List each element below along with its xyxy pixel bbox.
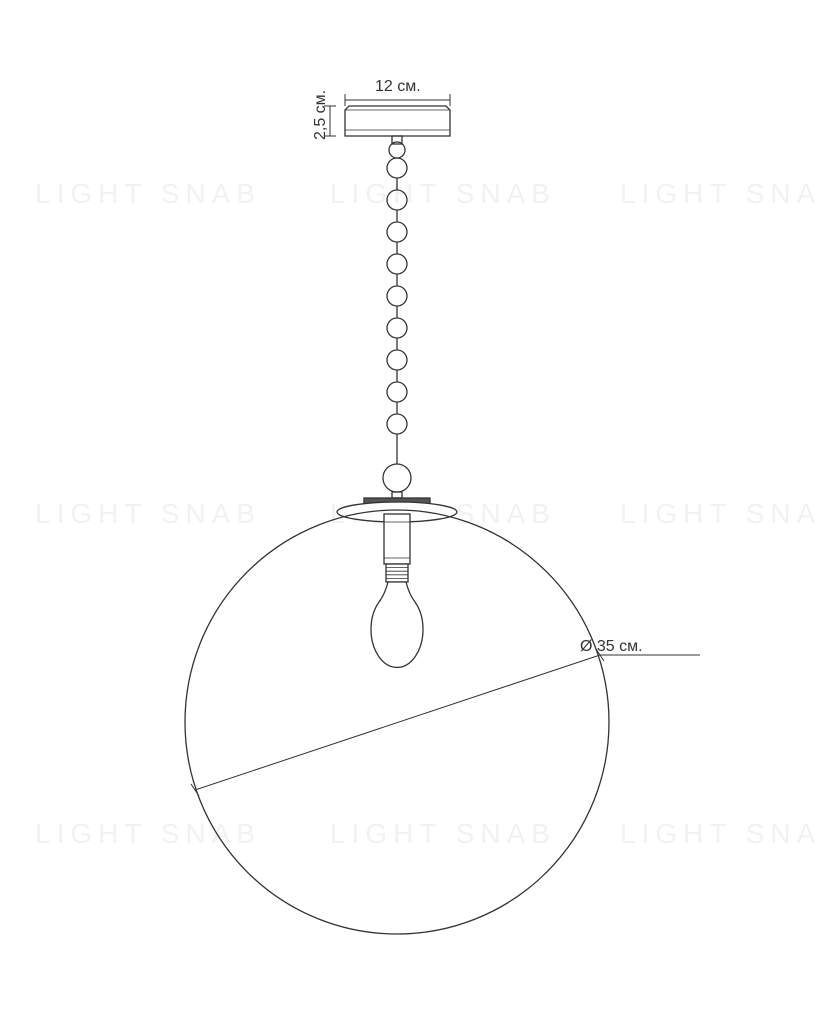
dim-diameter-label: Ø 35 см.: [580, 638, 643, 656]
dim-height-label: 2,5 см.: [312, 90, 330, 140]
dim-width-label: 12 см.: [375, 78, 421, 96]
pendant-lamp-diagram: [0, 0, 819, 1024]
